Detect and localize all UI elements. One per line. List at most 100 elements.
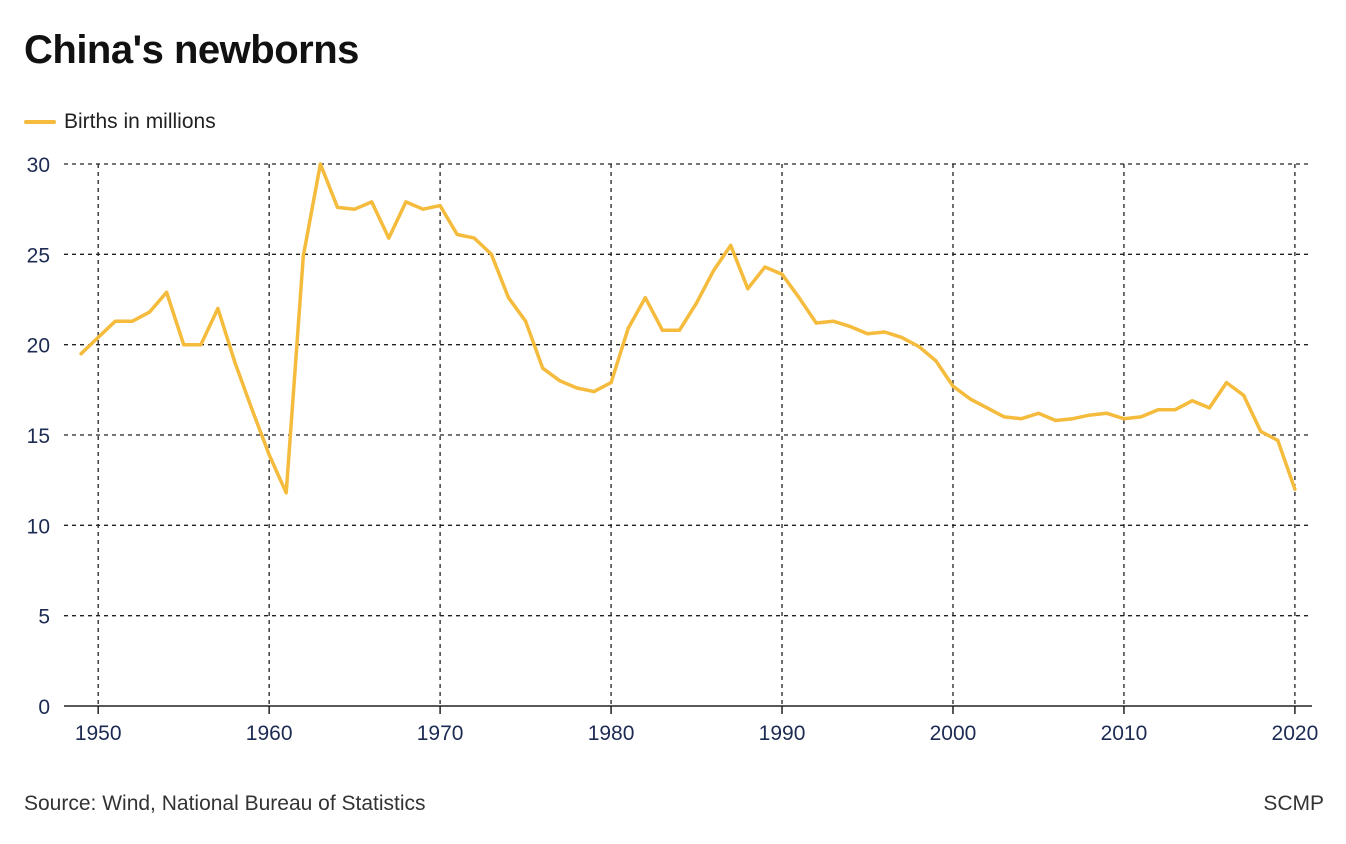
x-tick-label: 2010: [1101, 722, 1148, 745]
data-point: [1207, 406, 1211, 410]
data-point: [951, 384, 955, 388]
data-point: [370, 200, 374, 204]
data-point: [506, 296, 511, 300]
data-point: [1190, 399, 1194, 403]
data-point: [96, 335, 100, 339]
data-point: [1156, 408, 1160, 412]
data-point: [814, 321, 818, 325]
data-point: [1019, 417, 1024, 421]
x-tick-label: 1970: [417, 722, 464, 745]
legend-swatch: [24, 120, 56, 124]
source-note: Source: Wind, National Bureau of Statist…: [24, 792, 426, 815]
data-point: [1276, 438, 1280, 442]
y-tick-label: 20: [27, 335, 50, 358]
data-point: [199, 343, 203, 347]
data-point: [831, 319, 835, 323]
data-point: [1002, 415, 1006, 419]
data-point: [660, 328, 665, 332]
y-tick-label: 5: [38, 606, 50, 629]
data-point: [934, 359, 938, 363]
data-point: [284, 491, 288, 495]
data-point: [79, 352, 83, 356]
brand-label: SCMP: [1263, 792, 1324, 815]
data-point: [729, 243, 733, 247]
data-point: [1105, 411, 1109, 415]
data-point: [746, 287, 750, 291]
data-point: [1224, 381, 1229, 385]
x-tick-label: 1990: [759, 722, 806, 745]
data-point: [883, 330, 887, 334]
y-tick-label: 30: [27, 154, 50, 177]
legend: Births in millions: [24, 110, 216, 134]
data-point: [438, 204, 442, 208]
x-tick-label: 1960: [246, 722, 293, 745]
data-point: [592, 390, 596, 394]
series-line-births: [79, 162, 1297, 495]
data-point: [848, 325, 853, 329]
data-point: [558, 379, 562, 383]
series-group: [79, 162, 1297, 495]
data-point: [1036, 411, 1041, 415]
data-point: [216, 306, 220, 311]
data-point: [712, 269, 716, 273]
data-point: [489, 252, 493, 256]
data-point: [575, 386, 579, 390]
y-tick-label: 15: [27, 425, 50, 448]
data-point: [609, 381, 613, 385]
data-point: [1139, 415, 1143, 419]
data-point: [763, 265, 767, 269]
y-tick-label: 10: [27, 515, 50, 538]
y-tick-label: 25: [27, 244, 50, 267]
x-tick-label: 1980: [588, 722, 635, 745]
data-point: [165, 290, 169, 294]
legend-label: Births in millions: [64, 110, 216, 133]
data-point: [900, 335, 904, 339]
data-point: [421, 207, 425, 211]
data-point: [1173, 408, 1177, 412]
data-point: [968, 397, 972, 401]
data-point: [353, 207, 357, 211]
data-point: [541, 366, 545, 370]
data-point: [797, 296, 801, 300]
data-point: [250, 408, 254, 412]
data-point: [865, 332, 870, 336]
data-point: [267, 453, 271, 457]
data-point: [387, 236, 391, 240]
x-tick-labels: 1950 1960 1970 1980 1990 2000 2010 2020: [75, 722, 1318, 745]
x-tick-label: 2000: [930, 722, 977, 745]
data-point: [472, 236, 476, 240]
data-point: [233, 361, 237, 365]
data-point: [404, 200, 408, 204]
data-point: [1088, 413, 1092, 417]
x-tick-label: 1950: [75, 722, 122, 745]
data-point: [1259, 429, 1263, 433]
chart-title: China's newborns: [24, 28, 359, 72]
grid-lines: [64, 163, 1312, 707]
data-point: [147, 310, 152, 314]
data-point: [1071, 417, 1075, 421]
data-point: [694, 301, 699, 305]
data-point: [318, 162, 322, 166]
data-point: [455, 232, 459, 237]
data-point: [301, 254, 305, 258]
axis-ticks: [97, 706, 1296, 714]
data-point: [1122, 417, 1126, 421]
x-tick-label: 2020: [1272, 722, 1319, 745]
data-point: [335, 205, 340, 209]
data-point: [643, 296, 647, 300]
data-point: [524, 319, 528, 323]
data-point: [1242, 393, 1246, 397]
y-tick-labels: 0 5 10 15 20 25 30: [27, 154, 50, 719]
y-tick-label: 0: [38, 696, 50, 719]
data-point: [1293, 487, 1297, 491]
data-point: [677, 328, 682, 332]
data-point: [985, 406, 989, 410]
data-point: [626, 326, 630, 330]
data-point: [917, 344, 921, 349]
data-point: [130, 319, 134, 323]
data-point: [780, 272, 784, 276]
data-point: [113, 319, 117, 323]
data-point: [182, 343, 186, 347]
data-point: [1054, 418, 1058, 423]
